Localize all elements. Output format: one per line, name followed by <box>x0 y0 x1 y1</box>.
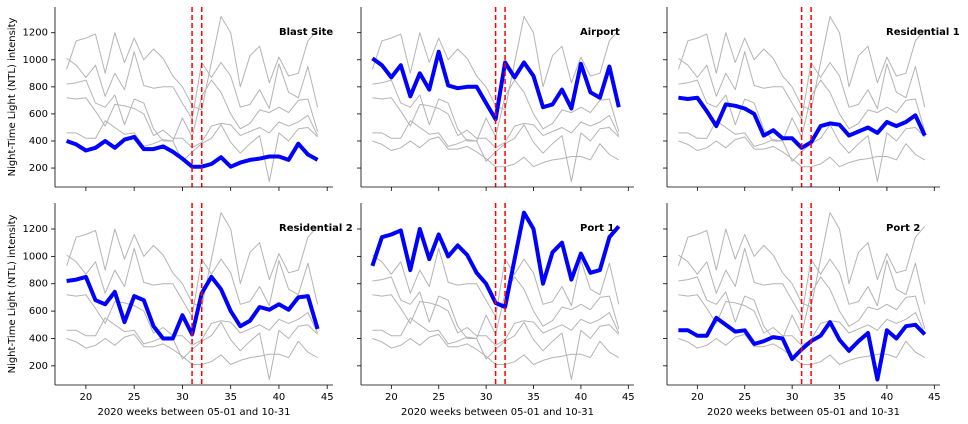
highlight-line <box>65 134 319 169</box>
x-tick-label: 20 <box>385 392 398 403</box>
panel: Airport <box>357 7 634 191</box>
y-tick-label: 600 <box>29 109 48 120</box>
panel: 20 25 30 35 40 45 Port 1 2020 weeks between 05-… <box>357 203 635 418</box>
y-tick-label: 200 <box>29 361 48 372</box>
panel-title: Blast Site <box>279 27 333 38</box>
y-tick-label: 400 <box>29 136 48 147</box>
y-axis-label: Night-Time Light (NTL) intensity <box>7 215 18 374</box>
y-tick-label: 1200 <box>23 28 48 39</box>
y-tick-label: 200 <box>29 163 48 174</box>
context-line <box>372 136 620 168</box>
x-tick-label: 35 <box>833 392 846 403</box>
context-line <box>678 294 926 346</box>
x-tick-label: 45 <box>622 392 635 403</box>
context-line <box>678 51 926 120</box>
panel: 200 400 600 800 1000 1200 Blast Site Night-Time… <box>7 7 333 191</box>
context-line <box>678 136 926 168</box>
panel: 20 25 30 35 40 45 200 400 600 800 1000 1200 Resident… <box>7 203 353 418</box>
x-tick-label: 30 <box>176 392 189 403</box>
x-axis-label: 2020 weeks between 05-01 and 10-31 <box>707 407 900 418</box>
y-tick-label: 400 <box>29 333 48 344</box>
context-line <box>372 294 620 346</box>
x-tick-label: 25 <box>738 392 751 403</box>
x-tick-label: 35 <box>224 392 237 403</box>
panel-title: Residential 1 <box>886 27 960 38</box>
y-tick-label: 1200 <box>23 224 48 235</box>
x-tick-label: 35 <box>527 392 540 403</box>
x-axis-label: 2020 weeks between 05-01 and 10-31 <box>401 407 594 418</box>
x-tick-label: 20 <box>80 392 93 403</box>
y-tick-label: 1000 <box>23 251 48 262</box>
x-tick-label: 45 <box>321 392 334 403</box>
x-tick-label: 20 <box>691 392 704 403</box>
panel-title: Airport <box>580 27 620 38</box>
y-tick-label: 1000 <box>23 55 48 66</box>
panel: 20 25 30 35 40 45 Port 2 2020 weeks between 05-… <box>663 203 941 418</box>
x-tick-label: 40 <box>575 392 588 403</box>
x-tick-label: 25 <box>128 392 141 403</box>
y-tick-label: 800 <box>29 82 48 93</box>
highlight-line <box>371 49 621 122</box>
x-tick-label: 40 <box>273 392 286 403</box>
panel-title: Port 1 <box>580 223 614 234</box>
y-axis-label: Night-Time Light (NTL) intensity <box>7 18 18 177</box>
x-tick-label: 30 <box>480 392 493 403</box>
panel-title: Residential 2 <box>279 223 353 234</box>
x-tick-label: 45 <box>928 392 941 403</box>
y-tick-label: 800 <box>29 279 48 290</box>
y-tick-label: 600 <box>29 306 48 317</box>
x-axis-label: 2020 weeks between 05-01 and 10-31 <box>98 407 291 418</box>
panel-title: Port 2 <box>886 223 920 234</box>
x-tick-label: 40 <box>881 392 894 403</box>
panel: Residential 1 <box>663 7 960 191</box>
x-tick-label: 30 <box>786 392 799 403</box>
x-tick-label: 25 <box>432 392 445 403</box>
context-line <box>66 51 319 120</box>
context-line <box>678 247 926 318</box>
context-line <box>66 294 319 346</box>
